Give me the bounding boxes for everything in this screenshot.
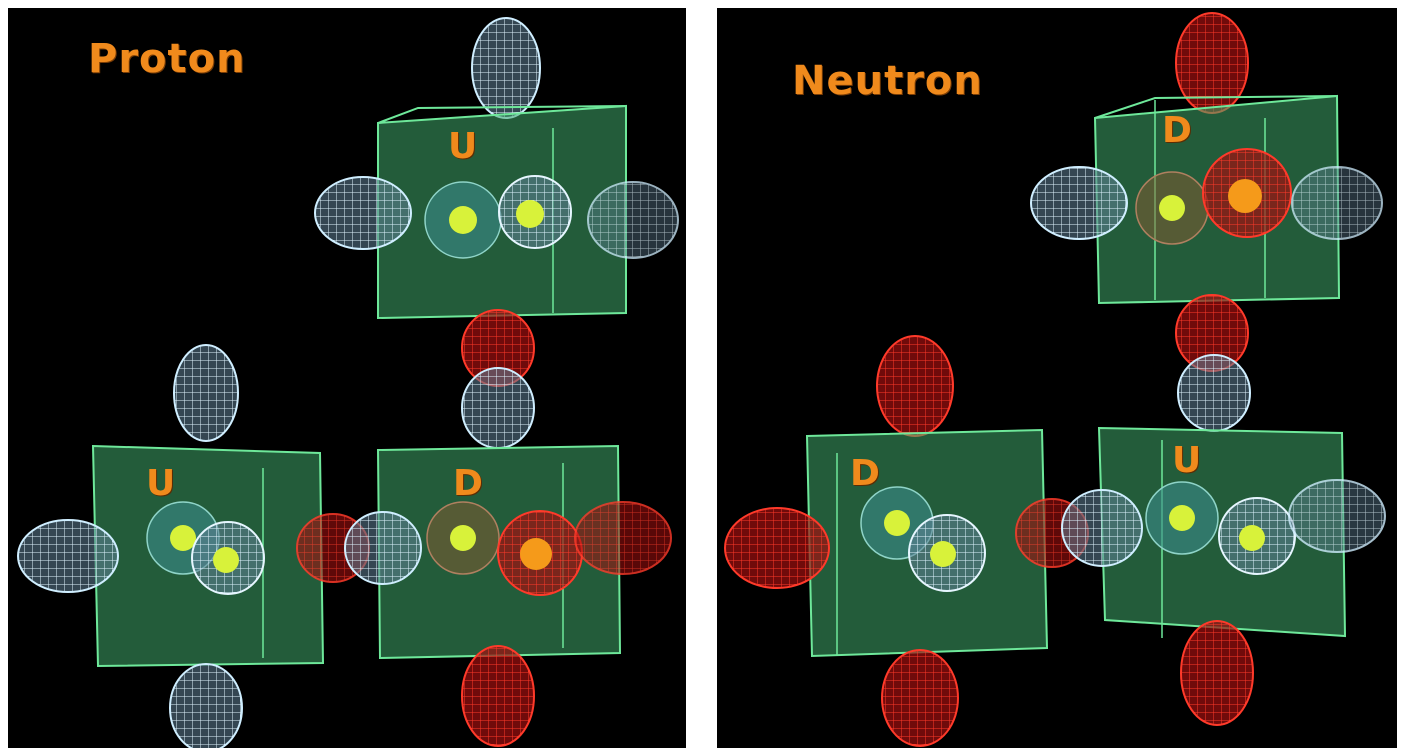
quark-cube-bottom-right	[1061, 426, 1386, 726]
neutron-diagram	[724, 12, 1386, 747]
quark-core	[213, 547, 239, 573]
lobe-blue-connector	[461, 367, 535, 449]
lobe-blue-left	[314, 176, 412, 250]
cube-edge	[1094, 95, 1338, 119]
lobe-red-bottom	[461, 645, 535, 747]
quark-label: U	[448, 126, 478, 167]
quark-core	[450, 525, 476, 551]
panel-title: Proton	[88, 36, 246, 82]
neutron-panel: Neutron D D U	[717, 8, 1397, 748]
quark-label: D	[850, 453, 880, 494]
lobe-blue-bottom	[169, 663, 243, 748]
lobe-blue-top	[471, 17, 541, 119]
quark-core	[449, 206, 477, 234]
quark-label: D	[453, 463, 483, 504]
quark-cube-top	[1030, 12, 1383, 305]
quark-cube-top	[314, 17, 679, 320]
lobe-blue-right	[1291, 166, 1383, 240]
quark-cube-bottom-left	[724, 335, 1089, 747]
lobe-red-top	[876, 335, 954, 437]
quark-label: U	[146, 463, 176, 504]
quark-core	[1228, 179, 1262, 213]
lobe-red-bottom	[1180, 620, 1254, 726]
quark-core	[930, 541, 956, 567]
quark-core	[1239, 525, 1265, 551]
quark-core	[1169, 505, 1195, 531]
cube-edge	[377, 105, 627, 124]
lobe-blue-connector	[1177, 354, 1251, 432]
quark-core	[1159, 195, 1185, 221]
quark-core	[884, 510, 910, 536]
lobe-blue-left	[17, 519, 119, 593]
quark-label: U	[1172, 440, 1202, 481]
lobe-blue-right	[1288, 479, 1386, 553]
lobe-red-right	[574, 501, 672, 575]
quark-label: D	[1162, 110, 1192, 151]
lobe-red-left	[724, 507, 830, 589]
quark-cube-bottom-left	[17, 344, 370, 748]
lobe-red-bottom	[881, 649, 959, 747]
lobe-blue-right	[587, 181, 679, 259]
quark-core	[170, 525, 196, 551]
panel-title: Neutron	[792, 58, 983, 104]
lobe-blue-left	[344, 511, 422, 585]
quark-cube-bottom-right	[344, 444, 672, 747]
lobe-blue-top	[173, 344, 239, 442]
lobe-blue-left	[1061, 489, 1143, 567]
quark-core	[516, 200, 544, 228]
proton-panel: Proton U U D	[8, 8, 686, 748]
lobe-blue-left	[1030, 166, 1128, 240]
proton-diagram	[17, 17, 679, 748]
quark-core	[520, 538, 552, 570]
